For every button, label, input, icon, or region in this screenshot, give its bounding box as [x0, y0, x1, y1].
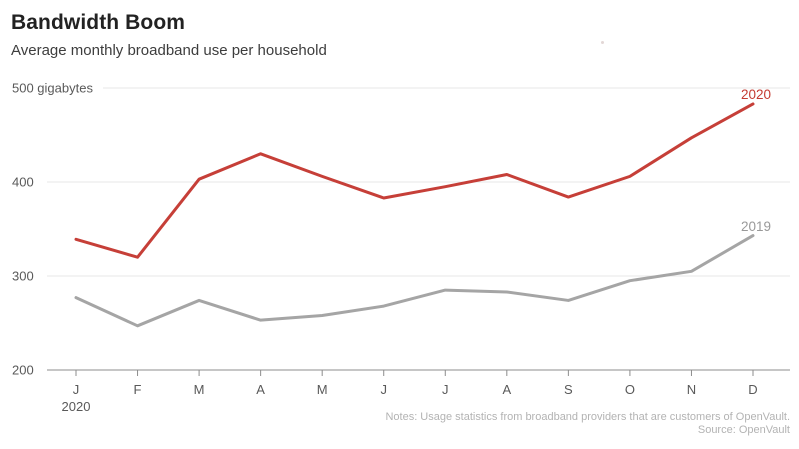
- x-axis-year-label: 2020: [61, 399, 91, 414]
- x-tick-label-month-10: O: [624, 382, 635, 397]
- x-tick-label-month-4: A: [256, 382, 265, 397]
- x-tick-label-month-2: F: [133, 382, 142, 397]
- x-tick-label-month-3: M: [193, 382, 205, 397]
- source-line: Source: OpenVault: [697, 423, 790, 436]
- chart-footnotes: Notes: Usage statistics from broadband p…: [385, 411, 790, 436]
- chart-title: Bandwidth Boom: [11, 11, 186, 34]
- series-end-label-2020: 2020: [741, 86, 772, 102]
- chart-subtitle: Average monthly broadband use per househ…: [11, 42, 327, 59]
- y-tick-label-200: 200: [12, 362, 34, 378]
- notes-line: Notes: Usage statistics from broadband p…: [385, 411, 790, 423]
- x-tick-label-month-1: J: [72, 382, 80, 397]
- series-line-2020: [74, 102, 755, 259]
- x-tick-label-month-12: D: [748, 382, 758, 397]
- y-tick-label-400: 400: [12, 174, 34, 190]
- x-tick-label-month-11: N: [686, 382, 697, 397]
- y-tick-label-300: 300: [12, 268, 34, 284]
- x-tick-label-month-6: J: [380, 382, 387, 397]
- stray-artifact-dot: [601, 41, 604, 44]
- x-tick-label-month-7: J: [442, 382, 449, 397]
- series-end-label-2019: 2019: [741, 218, 772, 234]
- y-tick-label-500: 500 gigabytes: [12, 80, 93, 96]
- x-tick-label-month-9: S: [564, 382, 573, 397]
- x-tick-label-month-8: A: [502, 382, 512, 397]
- x-tick-label-month-5: M: [316, 382, 328, 397]
- series-line-2019: [74, 234, 755, 328]
